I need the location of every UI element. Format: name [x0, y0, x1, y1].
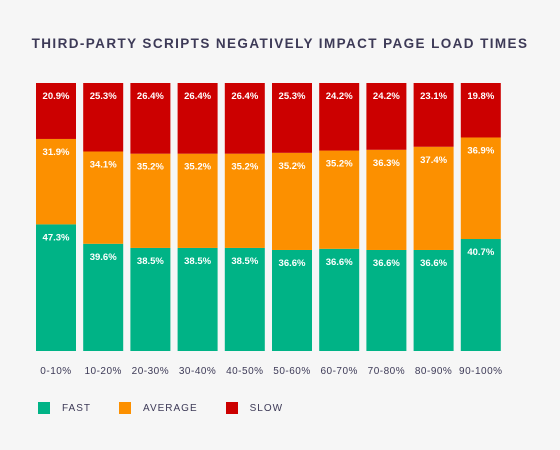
data-label-slow-90-100%: 19.8%: [467, 91, 494, 102]
x-tick-label: 20-30%: [132, 366, 169, 377]
bar-segment-fast-40-50%: [224, 247, 265, 351]
bar-segment-slow-70-80%: [366, 83, 407, 150]
data-label-average-80-90%: 37.4%: [420, 155, 447, 166]
x-tick-label: 0-10%: [40, 366, 71, 377]
legend-item-fast: FAST: [38, 402, 91, 414]
data-label-average-70-80%: 36.3%: [373, 158, 400, 169]
data-label-average-60-70%: 35.2%: [326, 159, 353, 170]
data-label-fast-90-100%: 40.7%: [467, 247, 494, 258]
legend-item-average: AVERAGE: [119, 402, 198, 414]
bar-segment-fast-60-70%: [319, 248, 360, 351]
bar-segment-fast-30-40%: [177, 247, 218, 351]
bar-segment-average-90-100%: [460, 137, 501, 240]
bar-segment-slow-60-70%: [319, 83, 360, 151]
x-tick-label: 10-20%: [84, 366, 121, 377]
bar-segment-average-10-20%: [83, 151, 124, 244]
x-tick-label: 50-60%: [273, 366, 310, 377]
bar-segment-slow-90-100%: [460, 83, 501, 138]
bar-segment-average-60-70%: [319, 150, 360, 249]
bar-segment-slow-30-40%: [177, 83, 218, 154]
x-tick-label: 80-90%: [415, 366, 452, 377]
x-tick-label: 60-70%: [320, 366, 357, 377]
data-label-average-0-10%: 31.9%: [43, 147, 70, 158]
data-label-fast-70-80%: 36.6%: [373, 258, 400, 269]
bar-segment-slow-0-10%: [36, 83, 76, 139]
bar-segment-average-50-60%: [272, 152, 312, 250]
legend-label: FAST: [62, 402, 92, 414]
data-label-slow-50-60%: 25.3%: [279, 91, 306, 102]
data-label-slow-20-30%: 26.4%: [137, 91, 164, 102]
data-label-slow-60-70%: 24.2%: [326, 91, 353, 102]
data-label-fast-10-20%: 39.6%: [90, 252, 117, 263]
bar-segment-average-30-40%: [177, 153, 218, 248]
data-label-fast-60-70%: 36.6%: [326, 257, 353, 268]
data-label-average-10-20%: 34.1%: [90, 159, 117, 170]
bar-segment-average-70-80%: [366, 149, 407, 250]
bar-segment-fast-90-100%: [460, 239, 501, 351]
data-label-fast-20-30%: 38.5%: [137, 256, 164, 267]
bar-segment-fast-80-90%: [413, 249, 454, 351]
bar-segment-fast-0-10%: [36, 224, 76, 351]
bar-segment-fast-10-20%: [83, 243, 124, 351]
bar-segment-fast-20-30%: [130, 247, 171, 351]
bar-segment-average-40-50%: [224, 153, 265, 248]
bar-segment-fast-50-60%: [272, 249, 312, 351]
data-label-slow-70-80%: 24.2%: [373, 91, 400, 102]
chart-title: THIRD-PARTY SCRIPTS NEGATIVELY IMPACT PA…: [31, 36, 529, 51]
data-label-slow-40-50%: 26.4%: [231, 91, 258, 102]
x-tick-label: 90-100%: [459, 366, 503, 377]
bar-segment-slow-10-20%: [83, 83, 124, 152]
bar-segment-slow-80-90%: [413, 83, 454, 147]
bar-segment-average-80-90%: [413, 146, 454, 250]
data-label-average-50-60%: 35.2%: [279, 161, 306, 172]
legend-swatch: [38, 402, 50, 414]
data-label-fast-50-60%: 36.6%: [279, 258, 306, 269]
data-label-slow-0-10%: 20.9%: [43, 91, 70, 102]
data-label-average-20-30%: 35.2%: [137, 162, 164, 173]
data-label-average-30-40%: 35.2%: [184, 162, 211, 173]
data-label-fast-80-90%: 36.6%: [420, 258, 447, 269]
legend-swatch: [225, 402, 238, 414]
legend-label: SLOW: [249, 402, 284, 414]
bar-segment-fast-70-80%: [366, 249, 407, 351]
bar-segment-slow-20-30%: [130, 83, 171, 154]
data-label-fast-30-40%: 38.5%: [184, 256, 211, 267]
legend-swatch: [119, 402, 132, 414]
data-label-slow-10-20%: 25.3%: [90, 91, 117, 102]
data-label-average-40-50%: 35.2%: [231, 162, 258, 173]
bar-segment-average-20-30%: [130, 153, 171, 248]
legend-item-slow: SLOW: [225, 402, 284, 414]
bar-segment-slow-50-60%: [272, 83, 312, 153]
data-label-slow-80-90%: 23.1%: [420, 91, 447, 102]
legend: FAST AVERAGE SLOW: [38, 402, 311, 414]
data-label-fast-0-10%: 47.3%: [43, 232, 70, 243]
legend-label: AVERAGE: [143, 402, 198, 414]
data-label-fast-40-50%: 38.5%: [231, 256, 258, 267]
x-tick-label: 30-40%: [179, 366, 216, 377]
bar-segment-average-0-10%: [36, 138, 76, 225]
data-label-average-90-100%: 36.9%: [467, 145, 494, 156]
x-tick-label: 70-80%: [368, 366, 405, 377]
x-tick-label: 40-50%: [226, 366, 263, 377]
bar-segment-slow-40-50%: [224, 83, 265, 154]
data-label-slow-30-40%: 26.4%: [184, 91, 211, 102]
